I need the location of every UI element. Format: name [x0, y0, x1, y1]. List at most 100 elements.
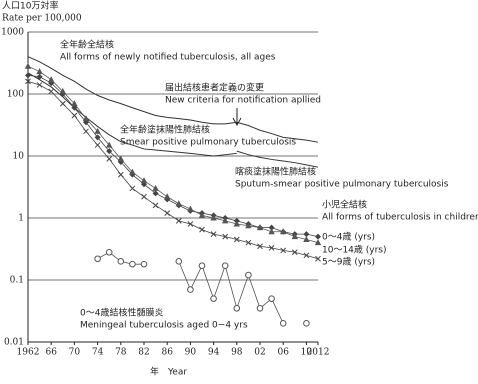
series-label: 喀痰塗抹陽性肺結核 — [235, 166, 316, 178]
y-tick-label: 100 — [7, 90, 24, 100]
marker — [233, 304, 241, 312]
series-label: 5～9歳 (yrs) — [322, 256, 375, 268]
marker — [245, 222, 252, 229]
marker — [48, 88, 55, 95]
marker — [117, 155, 124, 162]
series-label: 10～14歳 (yrs) — [322, 244, 387, 256]
x-tick-label: 94 — [208, 348, 220, 358]
marker — [105, 248, 113, 256]
x-tick-label: 66 — [45, 348, 57, 358]
marker — [279, 320, 287, 327]
marker — [291, 233, 298, 240]
series-line — [27, 65, 319, 244]
marker — [291, 249, 298, 256]
marker — [257, 243, 263, 250]
marker — [152, 190, 159, 197]
x-tick-label: 06 — [277, 348, 289, 358]
marker — [233, 220, 240, 227]
series-line — [178, 261, 284, 324]
y-tick-label: 10 — [13, 152, 25, 162]
marker — [175, 258, 183, 265]
marker — [94, 134, 101, 141]
marker — [129, 260, 136, 268]
marker — [187, 205, 194, 212]
marker — [71, 112, 78, 119]
marker — [199, 226, 205, 233]
annotation: New criteria for notification apllied — [165, 96, 321, 106]
marker — [36, 73, 43, 80]
series-label: 0～4歳 (yrs) — [322, 231, 375, 243]
series-label: 全年齢全結核 — [60, 39, 114, 51]
marker — [210, 295, 217, 302]
marker — [140, 177, 148, 184]
marker — [245, 271, 252, 279]
x-tick-label: 02 — [254, 348, 265, 358]
annotation: All forms of newly notified tuberculosis… — [60, 53, 276, 63]
annotation: Sputum-smear positive pulmonary tubercul… — [235, 180, 449, 190]
x-tick-label: 70 — [69, 348, 81, 358]
marker — [82, 115, 90, 122]
marker — [198, 262, 206, 270]
marker — [175, 217, 182, 224]
marker — [106, 141, 113, 148]
x-tick-label: 86 — [161, 348, 173, 358]
y-tick-label: 1000 — [1, 28, 24, 38]
marker — [94, 142, 101, 148]
annotation: 届出結核患者定義の変更 — [165, 82, 264, 94]
marker — [71, 104, 78, 111]
marker — [48, 76, 55, 83]
y-tick-label: 1 — [18, 214, 24, 224]
x-tick-label: 82 — [138, 348, 149, 358]
marker — [280, 247, 287, 254]
marker — [25, 78, 31, 85]
marker — [117, 171, 124, 178]
marker — [315, 233, 321, 240]
marker — [25, 72, 31, 79]
annotation: All forms of tuberculosis in children — [322, 213, 478, 223]
marker — [268, 295, 275, 302]
marker — [141, 193, 147, 200]
marker — [59, 100, 66, 107]
annotation: 小児全結核 — [322, 199, 367, 211]
x-axis-label: 年 Year — [150, 366, 187, 378]
marker — [303, 320, 310, 327]
marker — [256, 304, 264, 312]
marker — [152, 184, 159, 191]
marker — [256, 224, 264, 231]
marker — [71, 100, 78, 107]
series-label: 0～4歳結核性髄膜炎 — [80, 307, 163, 319]
marker — [129, 185, 136, 192]
y-axis-label: 人口10万対率 — [2, 0, 58, 12]
marker — [152, 202, 159, 209]
marker — [24, 62, 32, 69]
y-tick-label: 0.1 — [10, 276, 24, 286]
marker — [221, 262, 229, 270]
marker — [303, 236, 310, 243]
x-tick-label: 78 — [115, 348, 127, 358]
marker — [164, 193, 171, 200]
marker — [222, 217, 229, 224]
marker — [315, 255, 321, 262]
marker — [164, 210, 171, 216]
marker — [187, 286, 194, 293]
marker — [245, 239, 252, 246]
marker — [268, 228, 275, 235]
arrow — [232, 108, 242, 127]
marker — [187, 221, 194, 227]
marker — [36, 68, 43, 75]
marker — [210, 231, 217, 237]
y-axis-label: Rate per 100,000 — [2, 14, 82, 24]
annotation: Smear positive pulmonary tuberculosis — [120, 138, 296, 148]
marker — [36, 82, 43, 88]
x-tick-label: 1962 — [17, 348, 40, 358]
marker — [268, 224, 275, 231]
marker — [94, 255, 101, 263]
series-line — [27, 56, 319, 143]
y-tick-label: 0.01 — [4, 338, 24, 348]
marker — [129, 168, 136, 175]
series-label: 全年齢塗抹陽性肺結核 — [120, 124, 210, 136]
marker — [222, 233, 229, 240]
marker — [233, 236, 240, 243]
marker — [106, 155, 113, 162]
